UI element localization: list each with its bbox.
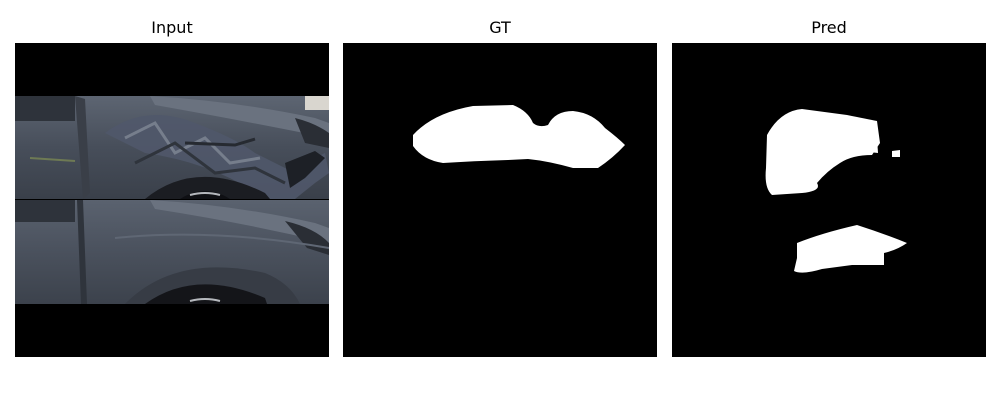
pred-mask-image bbox=[672, 43, 986, 357]
pred-mask-panel bbox=[672, 43, 986, 357]
pred-panel-title: Pred bbox=[672, 18, 986, 38]
damaged-car-frame bbox=[15, 96, 329, 199]
reference-car-frame bbox=[15, 200, 329, 304]
input-panel-title: Input bbox=[15, 18, 329, 38]
gt-mask-image bbox=[343, 43, 657, 357]
input-car-image bbox=[15, 43, 329, 357]
gt-mask-panel bbox=[343, 43, 657, 357]
gt-panel-title: GT bbox=[343, 18, 657, 38]
input-image-panel bbox=[15, 43, 329, 357]
